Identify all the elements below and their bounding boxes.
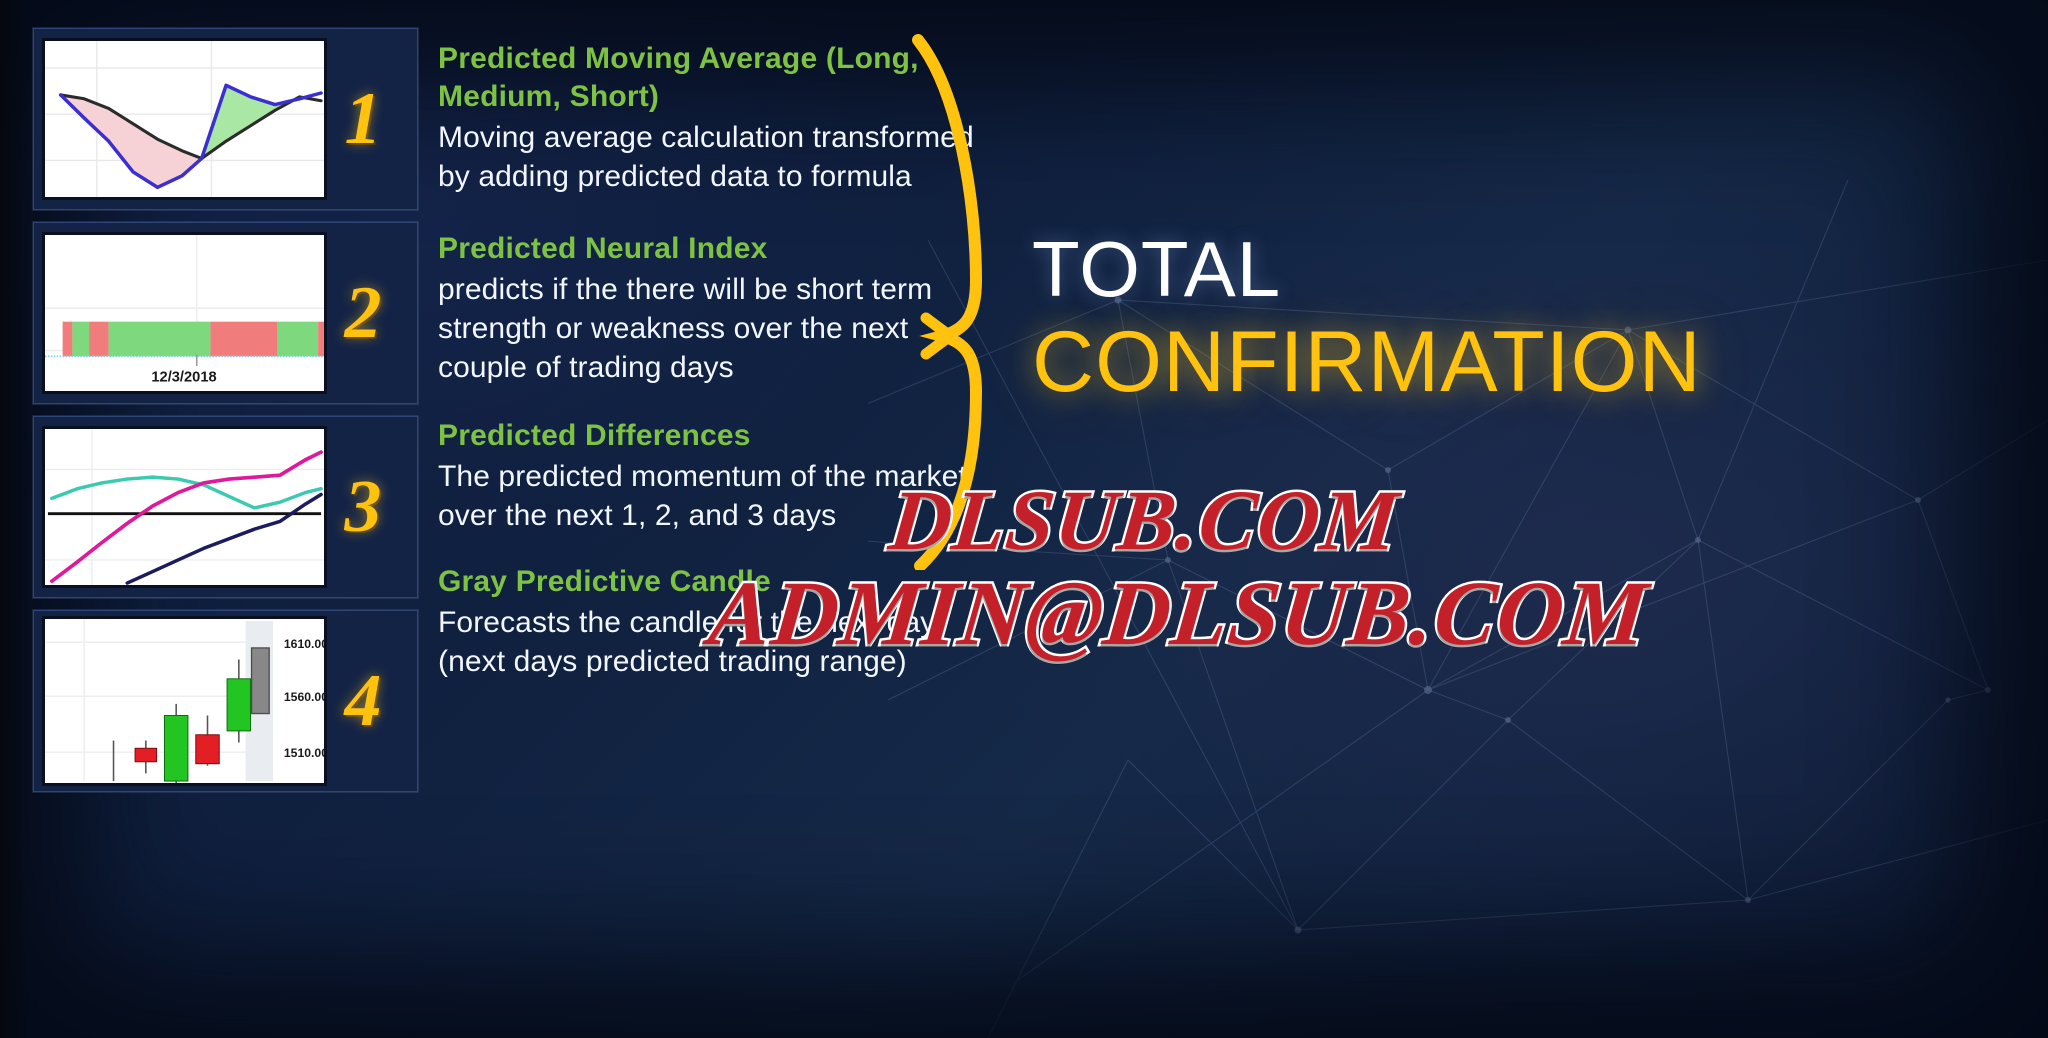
feature-item-4: Gray Predictive Candle Forecasts the can… <box>438 563 983 681</box>
chart-predicted-moving-average <box>42 38 327 200</box>
panel-number-3: 3 <box>344 466 382 548</box>
feature-item-3: Predicted Differences The predicted mome… <box>438 417 983 535</box>
gridlines <box>45 619 271 782</box>
headline-total: TOTAL <box>1032 225 1282 313</box>
candle-predicted-gray <box>250 647 270 715</box>
price-tick-low: 1510.00 <box>284 746 324 760</box>
series-predicted-moving-average <box>58 83 323 190</box>
divergence-fill-negative <box>60 94 202 188</box>
series-actual-moving-average <box>59 93 323 161</box>
watermark-email: ADMIN@DLSUB.COM <box>702 560 1655 667</box>
price-tick-mid: 1560.00 <box>284 690 324 704</box>
chart-gray-predictive-candle: 1610.00 1560.00 1510.00 <box>42 616 327 786</box>
feature-body-3: The predicted momentum of the market ove… <box>438 460 967 533</box>
gridlines <box>45 429 324 585</box>
feature-heading-2: Predicted Neural Index <box>438 232 768 266</box>
chart-predicted-neural-index: 12/3/2018 <box>42 232 327 394</box>
feature-item-1: Predicted Moving Average (Long, Medium, … <box>438 40 983 196</box>
feature-description-list: Predicted Moving Average (Long, Medium, … <box>438 40 983 707</box>
feature-body-4: Forecasts the candle for the next day (n… <box>438 606 936 679</box>
headline-block: TOTAL CONFIRMATION <box>1032 225 2032 410</box>
chart-panel-list: 1 <box>33 28 418 804</box>
series-1-day-difference <box>50 475 323 510</box>
feature-body-2: predicts if the there will be short term… <box>438 273 933 385</box>
price-tick-high: 1610.00 <box>284 637 324 651</box>
candle-bearish-0 <box>134 740 158 774</box>
feature-item-2: Predicted Neural Index predicts if the t… <box>438 230 983 387</box>
feature-heading-4: Gray Predictive Candle <box>438 565 771 599</box>
left-edge-shadow <box>0 0 30 1038</box>
panel-number-4: 4 <box>344 660 382 742</box>
neural-index-bars <box>62 321 324 357</box>
chart-panel-predicted-moving-average[interactable]: 1 <box>33 28 418 210</box>
series-3-day-difference <box>125 492 323 585</box>
chart-date-label: 12/3/2018 <box>151 369 216 385</box>
series-2-day-difference <box>49 450 323 583</box>
watermark-site: DLSUB.COM <box>882 470 1405 571</box>
candle-bullish-3 <box>226 659 252 743</box>
panel-number-2: 2 <box>344 272 382 354</box>
candle-bullish-1 <box>163 703 189 783</box>
candle-bearish-2 <box>195 715 220 766</box>
chart-panel-predicted-neural-index[interactable]: 12/3/2018 2 <box>33 222 418 404</box>
feature-heading-3: Predicted Differences <box>438 419 751 453</box>
panel-number-1: 1 <box>344 78 382 160</box>
chart-panel-predicted-differences[interactable]: 3 <box>33 416 418 598</box>
chart-predicted-differences <box>42 426 327 588</box>
headline-confirmation: CONFIRMATION <box>1032 313 1702 410</box>
feature-heading-1: Predicted Moving Average (Long, Medium, … <box>438 42 919 114</box>
candlestick-series <box>112 647 270 783</box>
feature-body-1: Moving average calculation transformed b… <box>438 121 974 194</box>
chart-panel-gray-predictive-candle[interactable]: 1610.00 1560.00 1510.00 4 <box>33 610 418 792</box>
